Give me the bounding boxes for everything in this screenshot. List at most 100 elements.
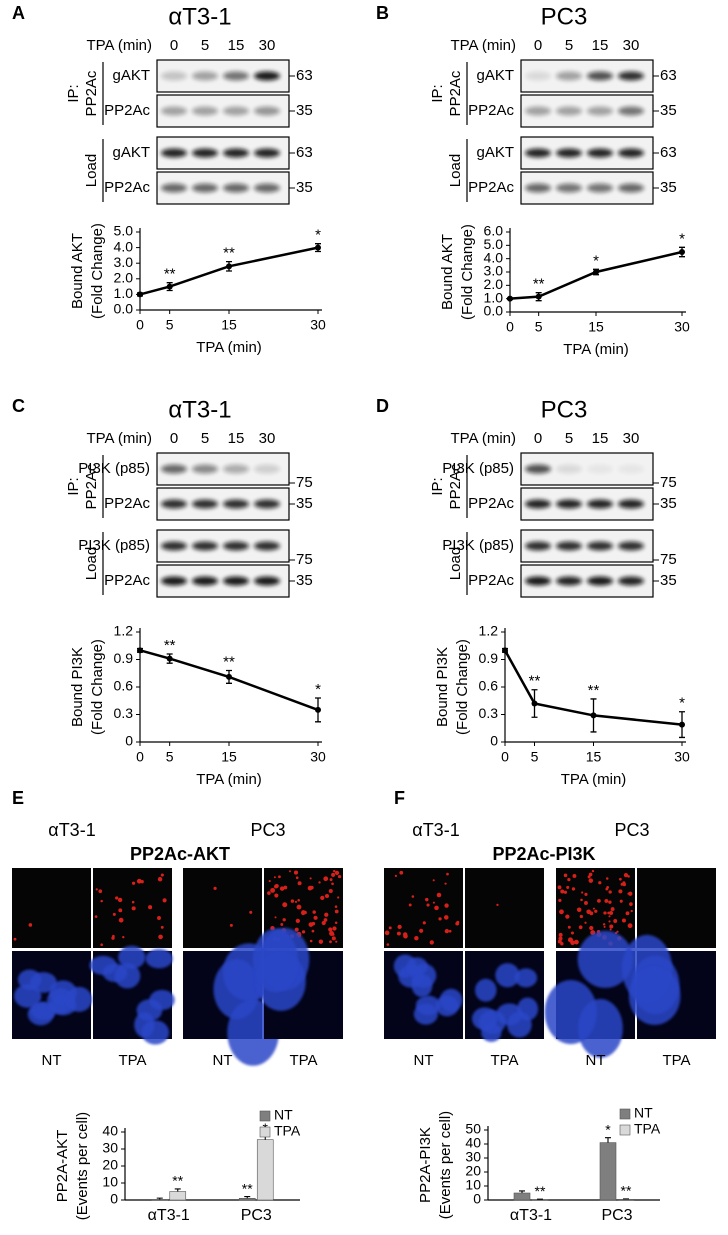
pla-dot: [623, 872, 629, 878]
lane-label: 30: [259, 430, 276, 447]
nucleus: [507, 1011, 532, 1038]
pla-dot: [267, 891, 271, 895]
pla-dot: [558, 898, 562, 903]
marker-label: 75: [660, 551, 677, 568]
pla-dot: [324, 912, 329, 917]
lane-label: 5: [565, 430, 573, 447]
pla-dot: [100, 943, 104, 947]
blot-band: [587, 541, 613, 551]
nucleus: [114, 963, 141, 989]
micrograph-pla: [384, 868, 463, 948]
group-label: Load: [83, 154, 100, 187]
pla-dot: [434, 905, 439, 911]
pla-dot: [323, 876, 329, 882]
pla-dot: [274, 884, 278, 889]
blot-band: [192, 464, 218, 474]
data-point: [226, 263, 232, 270]
pla-dot: [444, 882, 447, 885]
y-tick-label: 0.6: [114, 678, 134, 694]
pla-dot: [321, 920, 326, 926]
blot-band: [618, 106, 644, 116]
pla-dot: [414, 936, 419, 941]
pla-dot: [446, 872, 449, 876]
pla-dot: [282, 918, 286, 922]
pla-dot: [160, 925, 164, 929]
blot-band: [525, 148, 551, 158]
bar: [256, 1139, 274, 1201]
pla-dot: [584, 921, 587, 924]
marker-label: 35: [296, 572, 313, 589]
pla-dot: [337, 896, 340, 899]
y-tick-label: 1.2: [114, 623, 134, 639]
marker-label: 63: [296, 67, 313, 84]
data-line: [509, 250, 683, 300]
panel-letter: D: [376, 396, 389, 416]
y-tick-label: 3.0: [484, 263, 504, 279]
pla-dot: [388, 926, 392, 930]
y-axis-label: (Fold Change): [454, 639, 471, 735]
significance: **: [164, 637, 176, 654]
x-tick-label: 15: [221, 749, 237, 765]
blot-band: [161, 541, 187, 551]
pla-dot: [597, 899, 601, 903]
pla-dot: [408, 903, 412, 907]
pla-dot: [604, 898, 609, 903]
x-tick-label: 30: [310, 749, 326, 765]
pla-dot: [268, 879, 271, 883]
pla-dot: [118, 917, 124, 923]
y-tick-label: 5.0: [114, 223, 134, 239]
nucleus: [411, 974, 433, 998]
significance: **: [172, 1173, 183, 1189]
pla-dot: [432, 901, 435, 904]
pla-dot: [331, 936, 336, 941]
pla-dot: [313, 915, 318, 920]
lane-label: 5: [201, 37, 209, 54]
nucleus: [89, 955, 117, 975]
condition-label: NT: [42, 1052, 62, 1069]
lane-header: TPA (min): [86, 37, 152, 54]
marker-label: 63: [296, 144, 313, 161]
blot-band: [525, 106, 551, 116]
blot-band: [161, 576, 187, 586]
x-tick-label: 15: [221, 317, 237, 333]
pla-dot: [274, 916, 277, 919]
cell-line: PC3: [614, 820, 649, 840]
y-tick-label: 5.0: [484, 236, 504, 252]
x-tick-label: 5: [531, 749, 539, 765]
blot-band: [587, 499, 613, 509]
row-label: PP2Ac: [468, 179, 514, 196]
pla-dot: [324, 893, 330, 899]
pla-dot: [112, 912, 116, 916]
legend-swatch: [259, 1126, 271, 1138]
y-axis-label: Bound AKT: [439, 234, 456, 310]
y-tick-label: 30: [465, 1149, 481, 1165]
x-tick-label: 0: [136, 749, 144, 765]
pla-dot: [131, 881, 136, 885]
imaging-title: PP2Ac-PI3K: [492, 844, 595, 864]
pla-dot: [616, 930, 619, 933]
pla-dot: [160, 873, 164, 877]
significance: *: [605, 1121, 611, 1137]
lane-label: 5: [201, 430, 209, 447]
lane-label: 30: [623, 430, 640, 447]
micrograph-pla: [637, 868, 716, 948]
group-label: PP2Ac: [83, 70, 100, 116]
y-axis-label: (Fold Change): [89, 223, 106, 319]
pla-dot: [627, 923, 633, 929]
panel-title: PC3: [541, 3, 588, 30]
y-tick-label: 50: [465, 1121, 481, 1137]
y-tick-label: 10: [465, 1177, 481, 1193]
row-label: PI3K (p85): [442, 537, 514, 554]
nucleus: [141, 1020, 170, 1045]
legend-label: TPA: [634, 1121, 661, 1137]
pla-dot: [609, 924, 614, 929]
blot-band: [556, 71, 582, 81]
blot-band: [223, 541, 249, 551]
blot-band: [556, 541, 582, 551]
pla-dot: [603, 911, 607, 915]
blot-band: [161, 71, 187, 81]
imaging-title: PP2Ac-AKT: [130, 844, 230, 864]
pla-dot: [320, 895, 325, 900]
micrograph-pla: [12, 868, 91, 948]
